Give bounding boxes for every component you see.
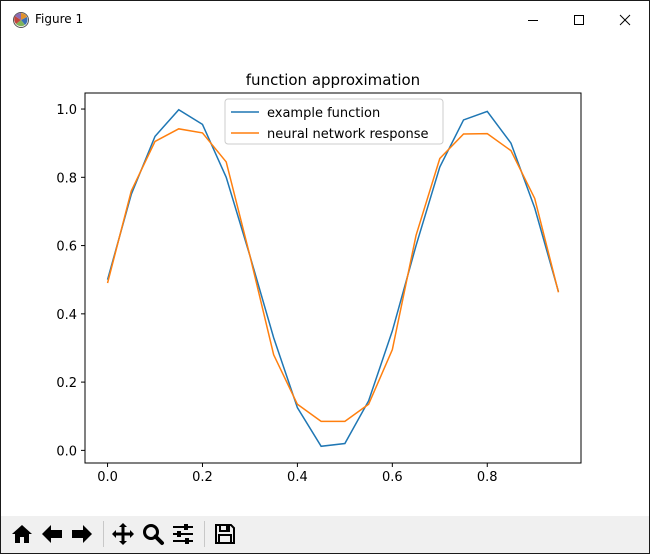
x-tick-label: 0.2 bbox=[192, 470, 213, 485]
configure-subplots-button[interactable] bbox=[168, 519, 198, 549]
maximize-button[interactable] bbox=[556, 1, 602, 39]
y-tick-label: 0.6 bbox=[56, 240, 77, 255]
home-button[interactable] bbox=[7, 519, 37, 549]
legend-label-1: example function bbox=[267, 106, 380, 121]
chart-title: function approximation bbox=[246, 71, 420, 89]
forward-button[interactable] bbox=[67, 519, 97, 549]
window-title: Figure 1 bbox=[35, 12, 84, 26]
floppy-disk-icon bbox=[215, 524, 235, 544]
series-line-1 bbox=[106, 108, 560, 448]
magnifier-icon bbox=[143, 524, 164, 545]
y-tick-label: 0.0 bbox=[56, 444, 77, 459]
close-button[interactable] bbox=[602, 1, 648, 39]
move-icon bbox=[112, 523, 134, 545]
y-tick-label: 1.0 bbox=[56, 103, 77, 118]
x-tick-label: 0.4 bbox=[287, 470, 308, 485]
y-tick-label: 0.4 bbox=[56, 308, 77, 323]
minimize-icon bbox=[528, 20, 538, 21]
arrow-left-icon bbox=[42, 525, 62, 543]
legend-box bbox=[224, 98, 444, 145]
matplotlib-app-icon bbox=[12, 11, 30, 29]
legend-label-2: neural network response bbox=[267, 127, 429, 142]
title-bar[interactable]: Figure 1 bbox=[1, 1, 649, 39]
toolbar-separator bbox=[204, 521, 205, 547]
series-line-2 bbox=[106, 128, 560, 423]
x-tick-label: 0.0 bbox=[97, 470, 118, 485]
minimize-button[interactable] bbox=[510, 1, 556, 39]
arrow-right-icon bbox=[72, 525, 92, 543]
zoom-button[interactable] bbox=[138, 519, 168, 549]
figure-canvas[interactable]: function approximation 0.0 0.2 0.4 0.6 0.8 0.0… bbox=[1, 39, 649, 516]
toolbar-separator bbox=[103, 521, 104, 547]
sliders-icon bbox=[173, 524, 193, 544]
x-tick-label: 0.8 bbox=[477, 470, 498, 485]
save-button[interactable] bbox=[210, 519, 240, 549]
close-icon bbox=[619, 14, 631, 26]
line-chart: function approximation 0.0 0.2 0.4 0.6 0.8 0.0… bbox=[56, 71, 582, 485]
y-tick-label: 0.2 bbox=[56, 376, 77, 391]
home-icon bbox=[12, 525, 32, 543]
x-tick-label: 0.6 bbox=[382, 470, 403, 485]
navigation-toolbar bbox=[1, 516, 649, 553]
pan-button[interactable] bbox=[108, 519, 138, 549]
back-button[interactable] bbox=[37, 519, 67, 549]
maximize-icon bbox=[574, 15, 584, 25]
y-tick-label: 0.8 bbox=[56, 171, 77, 186]
plot-frame bbox=[84, 92, 582, 464]
